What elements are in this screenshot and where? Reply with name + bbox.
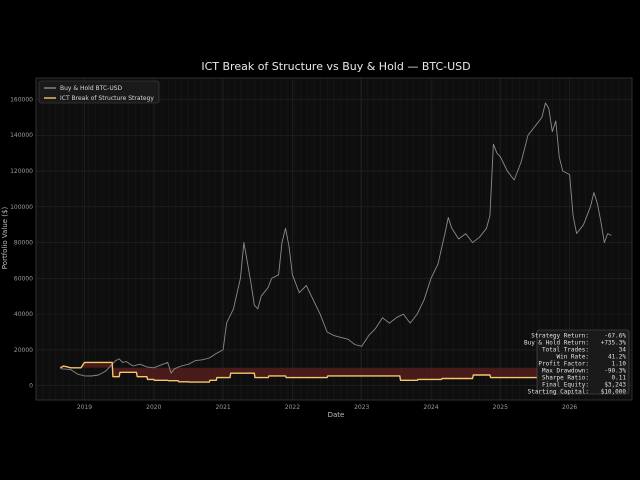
stat-value: 41.2%: [608, 354, 626, 361]
x-tick-label: 2020: [146, 404, 161, 411]
stats-box: [536, 329, 630, 395]
stat-value: 1.10: [612, 361, 627, 368]
x-tick-label: 2022: [285, 404, 300, 411]
stat-label: Final Equity:: [542, 382, 589, 389]
stat-value: 0.11: [612, 375, 627, 382]
x-axis-label: Date: [328, 411, 345, 419]
y-tick-label: 20000: [14, 347, 33, 354]
stat-label: Win Rate:: [556, 354, 589, 361]
stat-value: 34: [619, 347, 627, 354]
stat-label: Profit Factor:: [538, 361, 589, 368]
legend-entry: ICT Break of Structure Strategy: [60, 95, 154, 102]
y-tick-label: 80000: [14, 240, 33, 247]
stat-value: $3,243: [604, 382, 626, 389]
stat-value: -90.3%: [604, 368, 626, 375]
drawdown-area: [60, 362, 612, 383]
stat-value: +735.3%: [601, 340, 627, 347]
x-tick-label: 2024: [423, 404, 438, 411]
stat-label: Starting Capital:: [528, 389, 589, 396]
y-tick-label: 40000: [14, 311, 33, 318]
y-tick-label: 60000: [14, 275, 33, 282]
axes-frame: [35, 77, 633, 401]
legend-box: [38, 80, 160, 104]
stat-value: -67.6%: [604, 333, 626, 340]
y-tick-label: 120000: [10, 168, 33, 175]
chart-title: ICT Break of Structure vs Buy & Hold — B…: [201, 60, 470, 73]
stat-label: Buy & Hold Return:: [524, 340, 589, 347]
y-axis-label: Portfolio Value ($): [1, 207, 9, 270]
x-tick-label: 2023: [354, 404, 369, 411]
stat-label: Strategy Return:: [531, 333, 589, 340]
plot-area: 2019 2020 2021 2022 2023 2024 2025 2026 0 20000 40…: [10, 77, 633, 411]
stat-value: $10,000: [601, 389, 627, 396]
legend-entry: Buy & Hold BTC-USD: [60, 85, 123, 92]
stat-label: Sharpe Ratio:: [542, 375, 589, 382]
y-tick-label: 160000: [10, 96, 33, 103]
x-tick-label: 2025: [493, 404, 508, 411]
x-tick-label: 2019: [77, 404, 92, 411]
y-tick-label: 100000: [10, 204, 33, 211]
buy-hold-line: [60, 102, 612, 377]
stat-label: Total Trades:: [542, 347, 589, 354]
stat-label: Max Drawdown:: [542, 368, 589, 375]
y-tick-label: 140000: [10, 132, 33, 139]
y-tick-label: 0: [29, 383, 33, 390]
x-tick-label: 2021: [215, 404, 230, 411]
strategy-line: [59, 361, 612, 383]
x-tick-label: 2026: [562, 404, 577, 411]
